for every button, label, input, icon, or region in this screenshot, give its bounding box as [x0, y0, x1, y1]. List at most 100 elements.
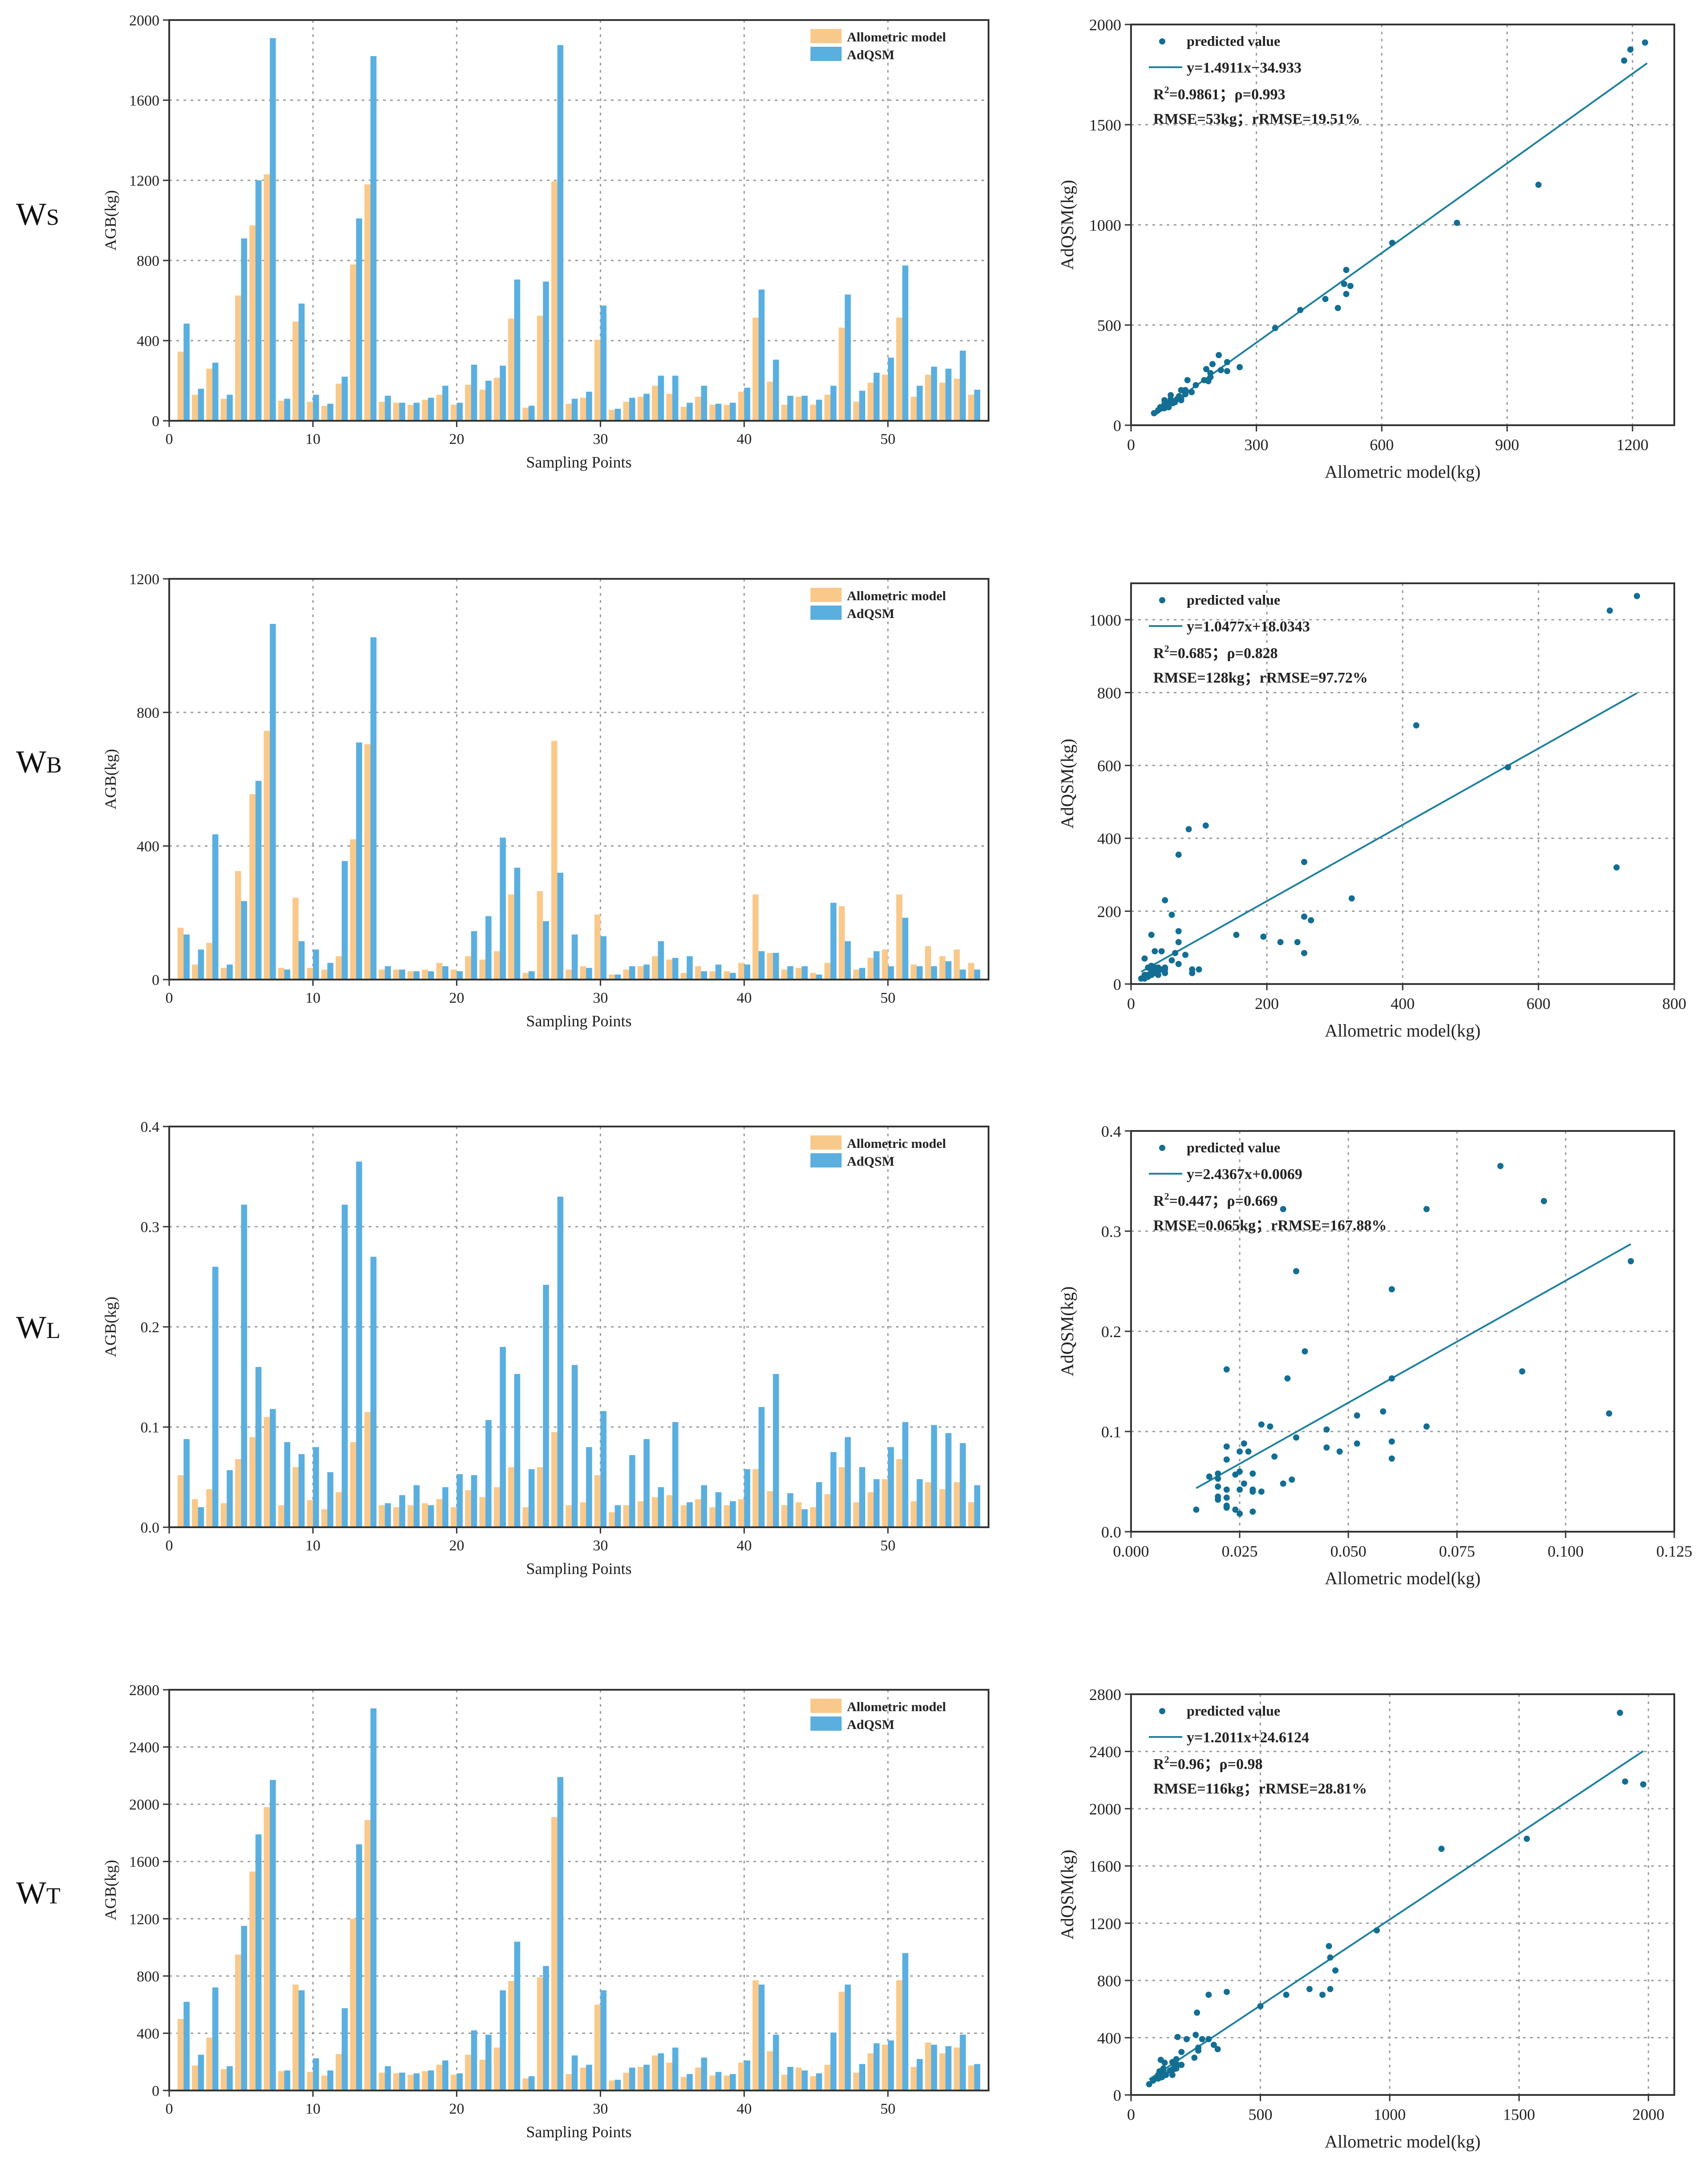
row-label-wt: WT: [16, 1875, 61, 1911]
scatter-point: [1215, 1493, 1221, 1500]
bar-adqsm: [672, 2047, 679, 2090]
bar-allometric: [609, 410, 615, 421]
r2-value: =0.96；ρ=0.98: [1169, 1756, 1263, 1773]
bar-allometric: [767, 382, 773, 421]
bar-adqsm: [183, 934, 190, 980]
legend-swatch-adqsm: [810, 1716, 842, 1731]
plot-frame: [1130, 582, 1675, 985]
bar-allometric: [853, 969, 859, 980]
bar-adqsm: [802, 2070, 808, 2090]
bar-allometric: [709, 1507, 716, 1527]
bar-adqsm: [830, 903, 837, 980]
bar-allometric: [249, 1871, 256, 2090]
bar-allometric: [436, 1499, 443, 1527]
bar-adqsm: [687, 403, 693, 421]
y-tick-label: 400: [1097, 830, 1121, 848]
bar-adqsm: [816, 399, 822, 421]
bar-allometric: [680, 407, 687, 421]
bar-allometric: [925, 2042, 931, 2090]
bar-allometric: [666, 394, 672, 421]
plot-frame: [168, 19, 989, 422]
scatter-point: [1293, 1268, 1299, 1274]
row-label-ws: WS: [16, 196, 59, 232]
scatter-point: [1280, 1480, 1286, 1487]
bar-allometric: [235, 871, 241, 980]
bar-adqsm: [571, 2055, 578, 2090]
bar-adqsm: [571, 934, 578, 980]
scatter-point: [1413, 722, 1420, 729]
bar-adqsm: [687, 956, 693, 980]
bar-allometric: [853, 2072, 859, 2090]
bar-adqsm: [758, 951, 765, 980]
bar-allometric: [680, 2077, 687, 2090]
scatter-point: [1294, 939, 1301, 945]
x-tick-label: 0: [1127, 2106, 1135, 2123]
bar-allometric: [522, 407, 529, 421]
bar-adqsm: [729, 1501, 736, 1527]
scatter-point: [1170, 2060, 1177, 2067]
bar-allometric: [767, 2051, 773, 2090]
scatter-point: [1237, 1448, 1243, 1455]
scatter-point: [1199, 2036, 1205, 2042]
bar-allometric: [651, 2055, 658, 2090]
bar-adqsm: [212, 834, 219, 980]
r2-label: R: [1153, 1756, 1164, 1773]
scatter-point: [1627, 46, 1634, 53]
bar-adqsm: [241, 901, 247, 980]
scatter-point: [1335, 305, 1341, 311]
bar-allometric: [278, 968, 285, 980]
x-tick-label: 2000: [1632, 2106, 1664, 2123]
scatter-point: [1151, 410, 1157, 416]
legend-label: predicted value: [1187, 1139, 1280, 1155]
bar-adqsm: [413, 403, 420, 421]
x-tick-label: 50: [880, 431, 895, 447]
bar-adqsm: [298, 941, 305, 980]
bar-allometric: [206, 1489, 212, 1527]
scatter-point: [1175, 939, 1182, 945]
x-tick-label: 0: [166, 990, 173, 1006]
bar-allometric: [580, 2067, 586, 2090]
y-tick-label: 0: [1113, 417, 1121, 435]
bar-allometric: [551, 181, 558, 421]
x-tick-label: 400: [1391, 995, 1415, 1013]
scatter-point: [1454, 220, 1460, 226]
bar-allometric: [738, 963, 745, 980]
bar-allometric: [623, 2072, 629, 2090]
x-tick-label: 0: [166, 431, 173, 447]
bar-allometric: [566, 969, 572, 980]
x-tick-label: 0: [166, 2101, 173, 2117]
bar-chart-1: 0 400 800 1200 0 10 20 30 40 50 Sampling Points AGB…: [102, 571, 989, 1030]
bar-chart-0: 0 400 800 1200 1600 2000 0 10 20 30 40 50 Sampling P…: [102, 12, 989, 471]
bar-allometric: [953, 949, 960, 980]
y-tick-label: 0: [152, 2083, 159, 2099]
r2-stats: R2=0.96；ρ=0.98: [1153, 1754, 1263, 1773]
y-tick-label: 0.2: [1101, 1323, 1121, 1341]
bar-adqsm: [658, 1487, 664, 1527]
bar-allometric: [378, 969, 385, 980]
scatter-point: [1302, 1348, 1308, 1354]
bar-allometric: [838, 906, 845, 980]
bar-allometric: [911, 397, 917, 421]
bar-allometric: [666, 2062, 672, 2090]
bar-adqsm: [557, 873, 564, 980]
bar-adqsm: [888, 2040, 894, 2090]
bar-adqsm: [773, 359, 779, 421]
bar-allometric: [709, 971, 716, 980]
y-axis-label: AGB(kg): [102, 1860, 119, 1920]
bar-allometric: [925, 374, 931, 421]
bar-allometric: [264, 174, 270, 421]
scatter-point: [1388, 1455, 1395, 1462]
x-tick-label: 10: [305, 431, 321, 447]
bar-adqsm: [471, 2030, 477, 2090]
scatter-point: [1343, 267, 1350, 273]
bar-adqsm: [701, 2058, 707, 2090]
bar-adqsm: [557, 1196, 564, 1527]
bar-adqsm: [902, 265, 908, 421]
legend-swatch-allometric: [810, 1699, 842, 1713]
bar-adqsm: [859, 1467, 866, 1527]
scatter-point: [1519, 1368, 1526, 1375]
scatter-point: [1215, 1470, 1221, 1477]
bar-adqsm: [385, 2066, 391, 2090]
bar-allometric: [335, 383, 342, 421]
bar-allometric: [393, 1507, 399, 1527]
